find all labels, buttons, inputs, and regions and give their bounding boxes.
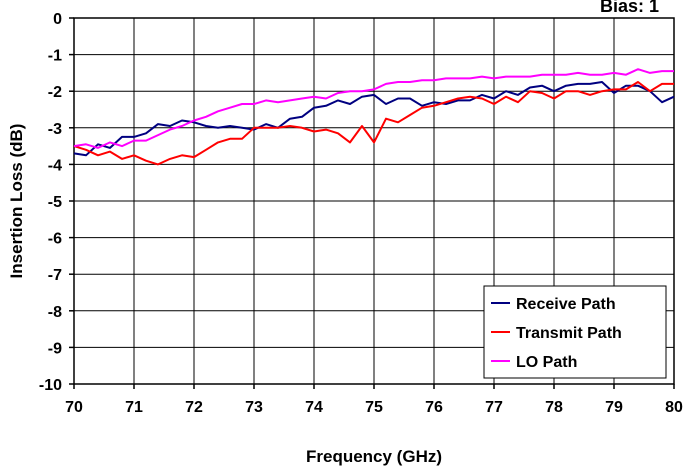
- legend: Receive Path Transmit Path LO Path: [483, 285, 667, 379]
- series-line-receive-path: [73, 81, 675, 157]
- y-tick-label: -4: [48, 157, 62, 174]
- legend-label: LO Path: [516, 354, 577, 371]
- x-tick-label: 78: [545, 399, 563, 416]
- y-tick-label: -7: [48, 267, 62, 284]
- x-tick-label: 76: [425, 399, 443, 416]
- x-axis-ticks: 70 71 72 73 74 75 76 77 78 79 80: [65, 384, 683, 416]
- legend-label: Receive Path: [516, 296, 616, 313]
- chart-title: Bias: 1: [600, 0, 659, 16]
- x-axis-label: Frequency (GHz): [306, 447, 442, 466]
- y-tick-label: -3: [48, 121, 62, 138]
- legend-box: [483, 285, 667, 379]
- x-tick-label: 75: [365, 399, 383, 416]
- legend-label: Transmit Path: [516, 325, 622, 342]
- y-tick-label: -2: [48, 84, 62, 101]
- y-axis-label: Insertion Loss (dB): [7, 124, 26, 279]
- y-tick-label: -10: [39, 377, 62, 394]
- x-tick-label: 77: [485, 399, 503, 416]
- y-axis-ticks: 0 -1 -2 -3 -4 -5 -6 -7 -8 -9 -10: [39, 11, 74, 394]
- y-tick-label: 0: [53, 11, 62, 28]
- x-tick-label: 71: [125, 399, 143, 416]
- y-tick-label: -1: [48, 48, 62, 65]
- x-tick-label: 79: [605, 399, 623, 416]
- y-tick-label: -8: [48, 304, 62, 321]
- x-tick-label: 72: [185, 399, 203, 416]
- y-tick-label: -6: [48, 231, 62, 248]
- series-lines: [73, 68, 675, 166]
- x-tick-label: 80: [665, 399, 683, 416]
- series-line-transmit-path: [73, 81, 674, 166]
- x-tick-label: 70: [65, 399, 83, 416]
- x-tick-label: 74: [305, 399, 323, 416]
- x-tick-label: 73: [245, 399, 263, 416]
- y-tick-label: -5: [48, 194, 62, 211]
- series-line-lo-path: [73, 68, 674, 149]
- y-tick-label: -9: [48, 340, 62, 357]
